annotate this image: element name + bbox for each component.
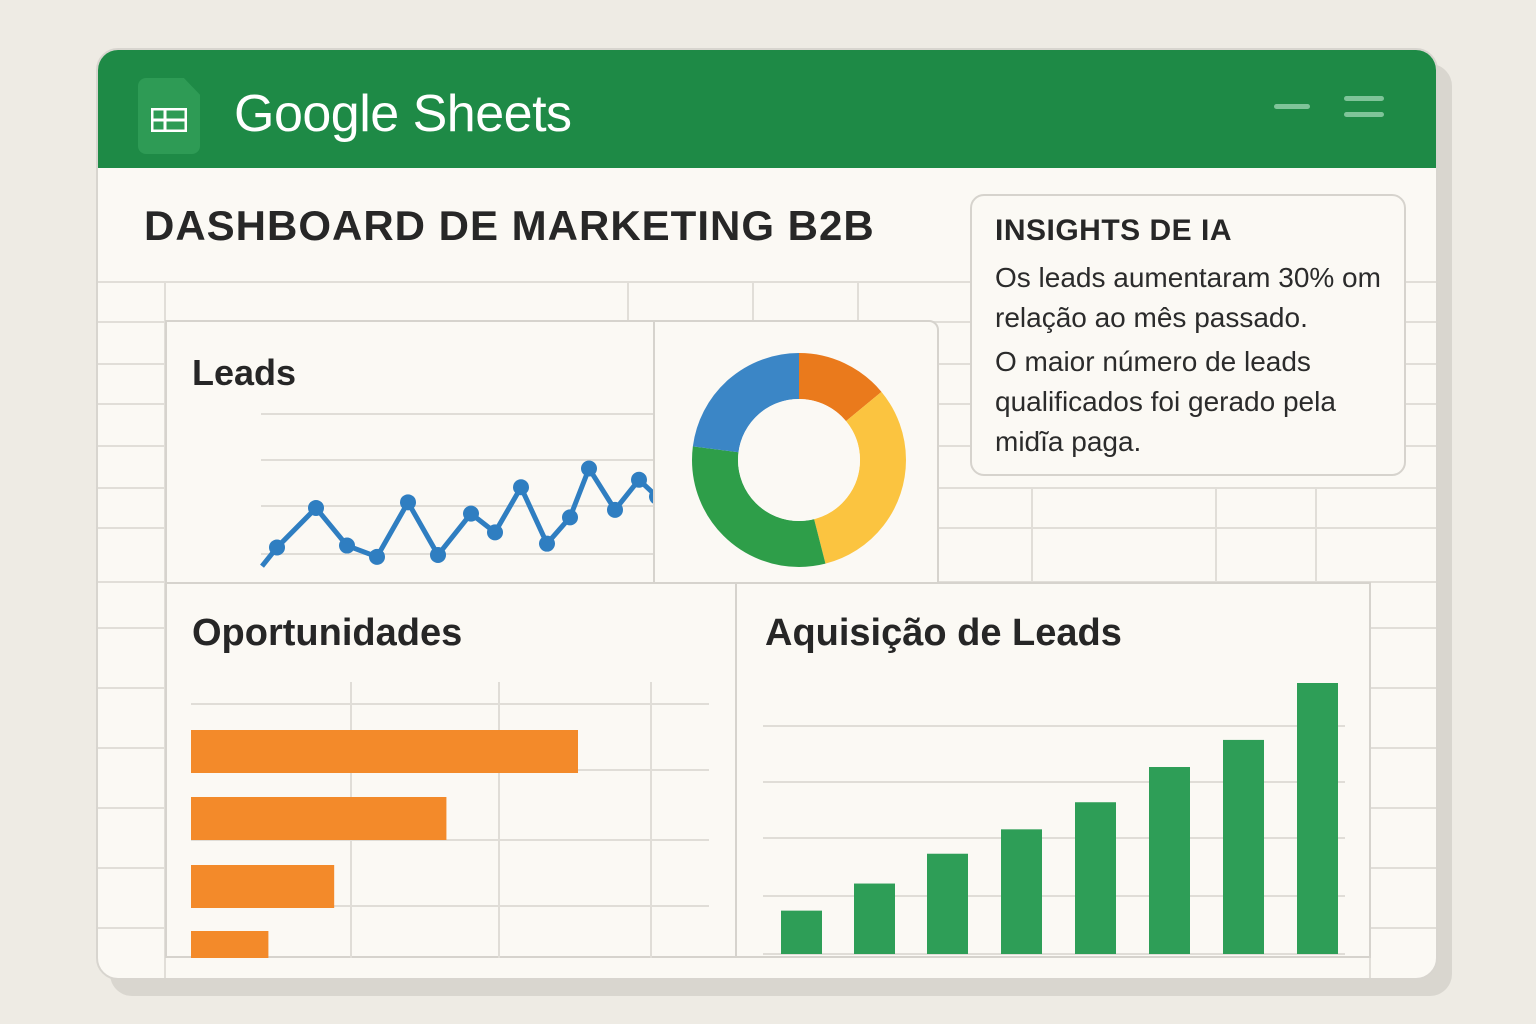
leads-data-point bbox=[581, 460, 597, 477]
acquisition-bar bbox=[1149, 767, 1190, 954]
sheets-logo-icon bbox=[138, 78, 200, 154]
opportunity-bar bbox=[191, 797, 447, 840]
leads-data-point bbox=[430, 546, 446, 563]
leads-data-point bbox=[339, 537, 355, 554]
acquisition-bar bbox=[1297, 683, 1338, 954]
acquisition-chart-title: Aquisição de Leads bbox=[765, 612, 1122, 654]
leads-data-point bbox=[513, 479, 529, 496]
acquisition-bar bbox=[1223, 739, 1264, 954]
donut-slice bbox=[692, 353, 906, 567]
leads-data-point bbox=[562, 509, 578, 526]
acquisition-bar-chart bbox=[763, 683, 1345, 955]
menu-icon[interactable] bbox=[1344, 96, 1384, 120]
opportunity-bar bbox=[191, 730, 578, 773]
insights-title: INSIGHTS DE IA bbox=[995, 214, 1233, 247]
minimize-icon[interactable] bbox=[1274, 104, 1310, 109]
leads-series-line bbox=[260, 465, 655, 568]
leads-data-point bbox=[463, 505, 479, 522]
opportunity-bar bbox=[191, 931, 269, 958]
leads-data-point bbox=[369, 548, 385, 565]
acquisition-bar bbox=[1001, 829, 1042, 954]
insights-paragraph-2: O maior número de leads qualificados foi… bbox=[995, 346, 1336, 457]
opportunities-bar-chart bbox=[191, 682, 709, 958]
leads-data-point bbox=[400, 494, 416, 511]
donut-chart-card[interactable] bbox=[653, 320, 939, 584]
leads-data-point bbox=[607, 501, 623, 518]
leads-data-point bbox=[487, 524, 503, 541]
ai-insights-panel: INSIGHTS DE IA Os leads aumentaram 30% o… bbox=[970, 194, 1406, 476]
app-title: Google Sheets bbox=[234, 85, 572, 143]
opportunities-chart-card[interactable]: Oportunidades bbox=[165, 582, 737, 958]
leads-chart-card[interactable]: Leads bbox=[165, 320, 655, 584]
sheets-window: Google Sheets bbox=[96, 48, 1438, 980]
donut-slice bbox=[692, 353, 906, 567]
acquisition-bar bbox=[1075, 802, 1116, 954]
acquisition-chart-card[interactable]: Aquisição de Leads bbox=[735, 582, 1371, 958]
donut-hole bbox=[738, 399, 860, 521]
leads-chart-title: Leads bbox=[192, 352, 297, 393]
leads-line-chart bbox=[260, 413, 655, 568]
opportunities-chart-title: Oportunidades bbox=[192, 612, 463, 654]
acquisition-bar bbox=[781, 910, 822, 954]
leads-data-point bbox=[631, 471, 647, 488]
acquisition-bar bbox=[927, 853, 968, 954]
opportunity-bar bbox=[191, 865, 335, 908]
dashboard-title: DASHBOARD DE MARKETING B2B bbox=[144, 202, 875, 249]
leads-data-point bbox=[539, 535, 555, 552]
leads-data-point bbox=[269, 539, 285, 556]
title-bar: Google Sheets bbox=[98, 50, 1436, 168]
donut-slice bbox=[692, 353, 906, 567]
leads-data-point bbox=[308, 499, 324, 516]
acquisition-bar bbox=[854, 883, 895, 954]
donut-chart bbox=[692, 353, 906, 567]
insights-paragraph-1: Os leads aumentaram 30% om relação ao mê… bbox=[995, 262, 1381, 333]
